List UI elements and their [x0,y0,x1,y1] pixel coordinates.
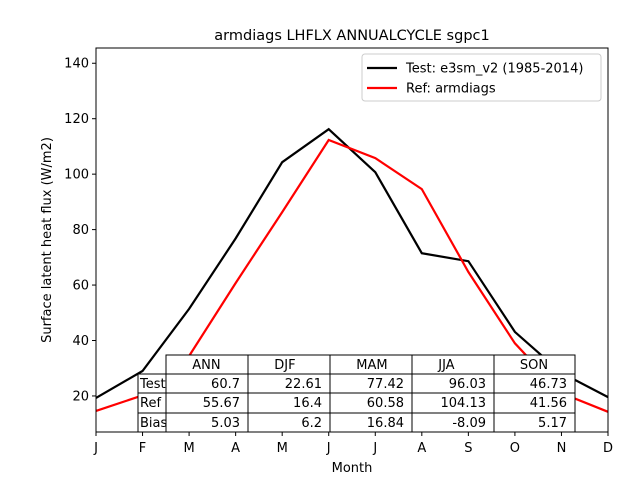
table-cell-value: 16.4 [293,396,322,411]
y-tick-label: 60 [72,279,89,294]
table-row-label: Bias [140,416,167,431]
table-header-text: ANN [192,358,220,373]
table-cell-value: 60.58 [367,396,404,411]
table-cell-value: 104.13 [441,396,487,411]
table-cell [493,412,576,433]
chart-title: armdiags LHFLX ANNUALCYCLE sgpc1 [214,28,489,44]
x-tick-label: N [557,441,567,456]
x-tick-label: J [93,441,98,456]
legend-label: Ref: armdiags [406,82,496,97]
table-header-text: DJF [274,358,295,373]
table-cell-value: 41.56 [530,396,567,411]
table-cell-value: 5.03 [211,416,240,431]
y-axis: 20 40 60 80 100 120 140 [64,57,96,404]
x-tick-label: D [603,441,613,456]
table-row-label: Test [139,377,166,392]
table-cell-value: 5.17 [538,416,567,431]
x-tick-label: A [417,441,426,456]
table-cell-value: 96.03 [449,377,486,392]
y-tick-label: 80 [72,223,89,238]
legend-label: Test: e3sm_v2 (1985-2014) [405,62,583,77]
x-tick-label: A [231,441,240,456]
x-tick-label: J [326,441,331,456]
x-tick-label: F [139,441,146,456]
table-header-text: SON [520,358,548,373]
table-cell-value: -8.09 [452,416,486,431]
table-cell-value: 77.42 [367,377,404,392]
x-tick-label: S [464,441,472,456]
x-tick-label: M [183,441,194,456]
table-cell-value: 6.2 [301,416,322,431]
table-cell-value: 60.7 [211,377,240,392]
table-row-label: Ref [140,396,161,411]
table-cell-value: 16.84 [367,416,404,431]
table-cell-value: 55.67 [203,396,240,411]
legend: Test: e3sm_v2 (1985-2014) Ref: armdiags [361,53,602,102]
table-cell-value: 22.61 [285,377,322,392]
y-tick-label: 120 [64,112,89,127]
y-tick-label: 20 [72,389,89,404]
stats-table: ANN DJF MAM JJA SON Test 60.7 22.61 77.42 96.03 46… [137,354,576,433]
x-tick-label: O [510,441,520,456]
table-cell-value: 46.73 [530,377,567,392]
series-line-test [95,127,609,399]
y-tick-label: 40 [72,334,89,349]
y-axis-label: Surface latent heat flux (W/m2) [40,137,55,343]
x-tick-label: J [372,441,377,456]
table-header-text: JJA [437,358,454,373]
x-tick-label: M [277,441,288,456]
y-tick-label: 140 [64,57,89,72]
legend-box [361,53,602,102]
table-header-text: MAM [356,358,387,373]
x-axis-label: Month [332,461,373,476]
y-tick-label: 100 [64,168,89,183]
